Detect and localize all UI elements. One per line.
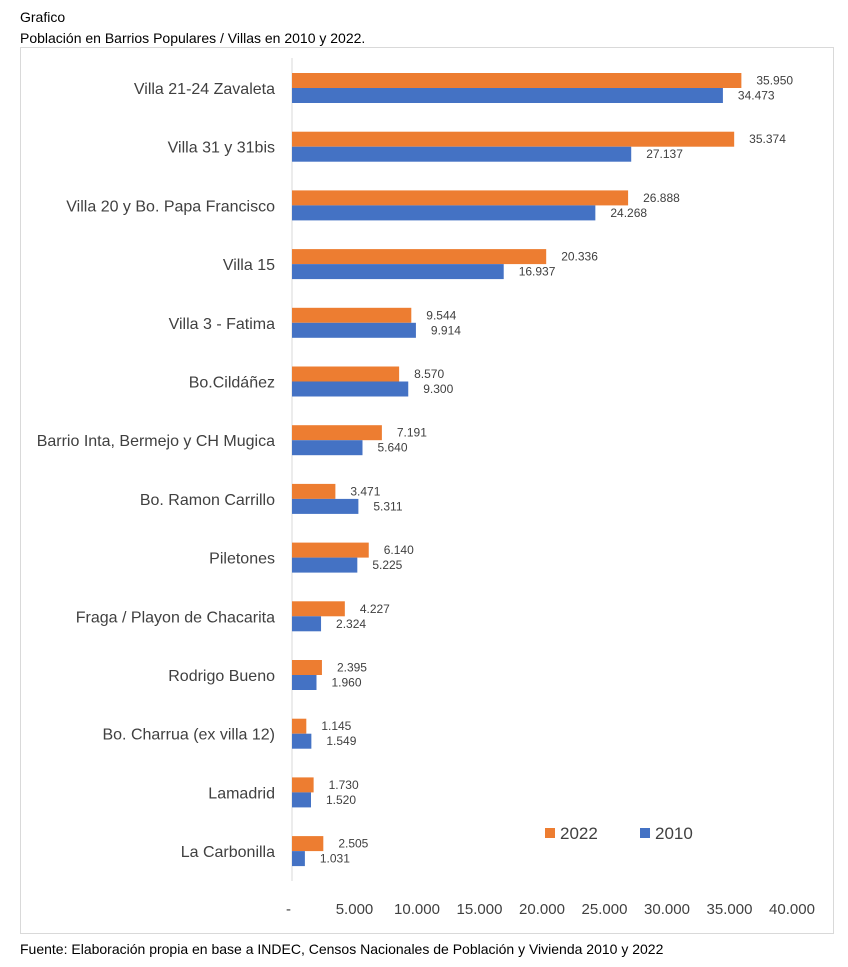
- data-label-2010: 9.914: [431, 323, 461, 337]
- category-label: Fraga / Playon de Chacarita: [76, 609, 275, 626]
- x-tick-label: 30.000: [644, 901, 690, 918]
- category-label: Villa 31 y 31bis: [168, 140, 275, 157]
- bar-2010: [292, 616, 322, 632]
- bar-2022: [292, 777, 314, 793]
- chart-caption-label: Grafico: [20, 9, 66, 25]
- bar-2022: [292, 366, 400, 382]
- data-label-2010: 9.300: [423, 382, 453, 396]
- bar-2010: [292, 498, 359, 514]
- data-label-2022: 35.950: [756, 74, 793, 88]
- data-label-2010: 27.137: [646, 147, 683, 161]
- x-tick-label: 35.000: [707, 901, 753, 918]
- bar-2022: [292, 483, 336, 499]
- legend: 2022 2010: [545, 824, 693, 843]
- bar-2022: [292, 425, 382, 441]
- data-label-2010: 1.549: [326, 734, 356, 748]
- bar-2022: [292, 249, 547, 265]
- bar-2010: [292, 557, 358, 573]
- bar-2010: [292, 264, 504, 280]
- data-label-2022: 26.888: [643, 191, 680, 205]
- category-label: Villa 15: [223, 257, 275, 274]
- data-label-2010: 2.324: [336, 617, 366, 631]
- data-label-2010: 5.225: [372, 558, 402, 572]
- bar-2010: [292, 792, 311, 808]
- x-tick-label: 40.000: [769, 901, 815, 918]
- legend-label-2022: 2022: [560, 824, 598, 843]
- source-note: Fuente: Elaboración propia en base a IND…: [20, 941, 664, 957]
- bar-2022: [292, 131, 735, 147]
- bar-2022: [292, 660, 322, 675]
- x-tick-label: 5.000: [336, 901, 374, 918]
- bar-2010: [292, 675, 317, 690]
- bar-2022: [292, 836, 324, 852]
- data-label-2022: 8.570: [414, 367, 444, 381]
- category-label: La Carbonilla: [181, 844, 275, 861]
- chart-frame: [20, 47, 834, 934]
- bar-2010: [292, 322, 416, 338]
- bar-2010: [292, 88, 723, 103]
- category-label: Rodrigo Bueno: [168, 668, 275, 685]
- legend-swatch-2010: [640, 828, 650, 838]
- data-label-2010: 34.473: [738, 89, 775, 103]
- bar-2022: [292, 718, 307, 734]
- data-label-2022: 2.505: [338, 837, 368, 851]
- data-label-2010: 5.640: [378, 441, 408, 455]
- legend-label-2010: 2010: [655, 824, 693, 843]
- category-labels-layer: Villa 21-24 Zavaleta Villa 31 y 31bis Vill…: [37, 81, 275, 861]
- data-label-2022: 4.227: [360, 602, 390, 616]
- data-label-2022: 7.191: [397, 426, 427, 440]
- bar-2010: [292, 440, 363, 456]
- data-label-2022: 3.471: [350, 484, 380, 498]
- bar-2010: [292, 146, 632, 162]
- category-label: Barrio Inta, Bermejo y CH Mugica: [37, 433, 275, 450]
- x-tick-label: 15.000: [457, 901, 503, 918]
- data-label-2022: 2.395: [337, 661, 367, 675]
- data-label-2010: 1.960: [332, 676, 362, 690]
- data-label-2010: 5.311: [373, 499, 402, 513]
- data-label-2022: 20.336: [561, 250, 598, 264]
- bars-layer: [292, 73, 742, 867]
- data-label-2022: 6.140: [384, 543, 414, 557]
- category-label: Villa 21-24 Zavaleta: [134, 81, 275, 98]
- x-tick-labels-layer: - 5.000 10.000 15.000 20.000 25.000 30.000 35.0…: [286, 901, 815, 918]
- legend-swatch-2022: [545, 828, 555, 838]
- x-tick-label: 10.000: [394, 901, 440, 918]
- category-label: Bo. Ramon Carrillo: [140, 492, 275, 509]
- data-label-2010: 1.031: [320, 852, 350, 866]
- bar-2022: [292, 73, 742, 88]
- data-label-2010: 16.937: [519, 265, 556, 279]
- category-label: Bo. Charrua (ex villa 12): [102, 727, 275, 744]
- bar-2010: [292, 205, 596, 221]
- data-label-2010: 1.520: [326, 793, 356, 807]
- bar-2022: [292, 601, 345, 617]
- chart-title: Población en Barrios Populares / Villas …: [20, 30, 366, 46]
- data-label-2022: 9.544: [426, 308, 456, 322]
- bar-2022: [292, 307, 412, 323]
- data-label-2022: 1.145: [321, 719, 351, 733]
- x-tick-label: 20.000: [519, 901, 565, 918]
- bar-2022: [292, 542, 369, 558]
- category-label: Villa 3 - Fatima: [169, 316, 276, 333]
- x-tick-label: 25.000: [582, 901, 628, 918]
- data-label-2022: 1.730: [329, 778, 359, 792]
- category-label: Bo.Cildáñez: [189, 375, 275, 392]
- category-label: Piletones: [209, 551, 275, 568]
- category-label: Lamadrid: [208, 785, 275, 802]
- bar-2022: [292, 190, 629, 206]
- bar-2010: [292, 733, 312, 749]
- bar-2010: [292, 851, 305, 867]
- data-label-2010: 24.268: [610, 206, 647, 220]
- x-tick-label: -: [286, 901, 291, 918]
- category-label: Villa 20 y Bo. Papa Francisco: [66, 198, 275, 215]
- bar-2010: [292, 381, 409, 397]
- data-label-2022: 35.374: [749, 132, 786, 146]
